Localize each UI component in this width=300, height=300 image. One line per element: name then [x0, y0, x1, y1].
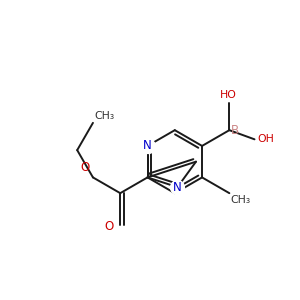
Text: O: O [105, 220, 114, 232]
Text: OH: OH [257, 134, 274, 144]
Text: O: O [81, 161, 90, 175]
Text: B: B [231, 124, 239, 137]
Text: N: N [173, 181, 182, 194]
Text: CH₃: CH₃ [94, 110, 115, 121]
Text: CH₃: CH₃ [231, 195, 251, 205]
Text: N: N [143, 140, 152, 152]
Text: HO: HO [220, 90, 236, 100]
